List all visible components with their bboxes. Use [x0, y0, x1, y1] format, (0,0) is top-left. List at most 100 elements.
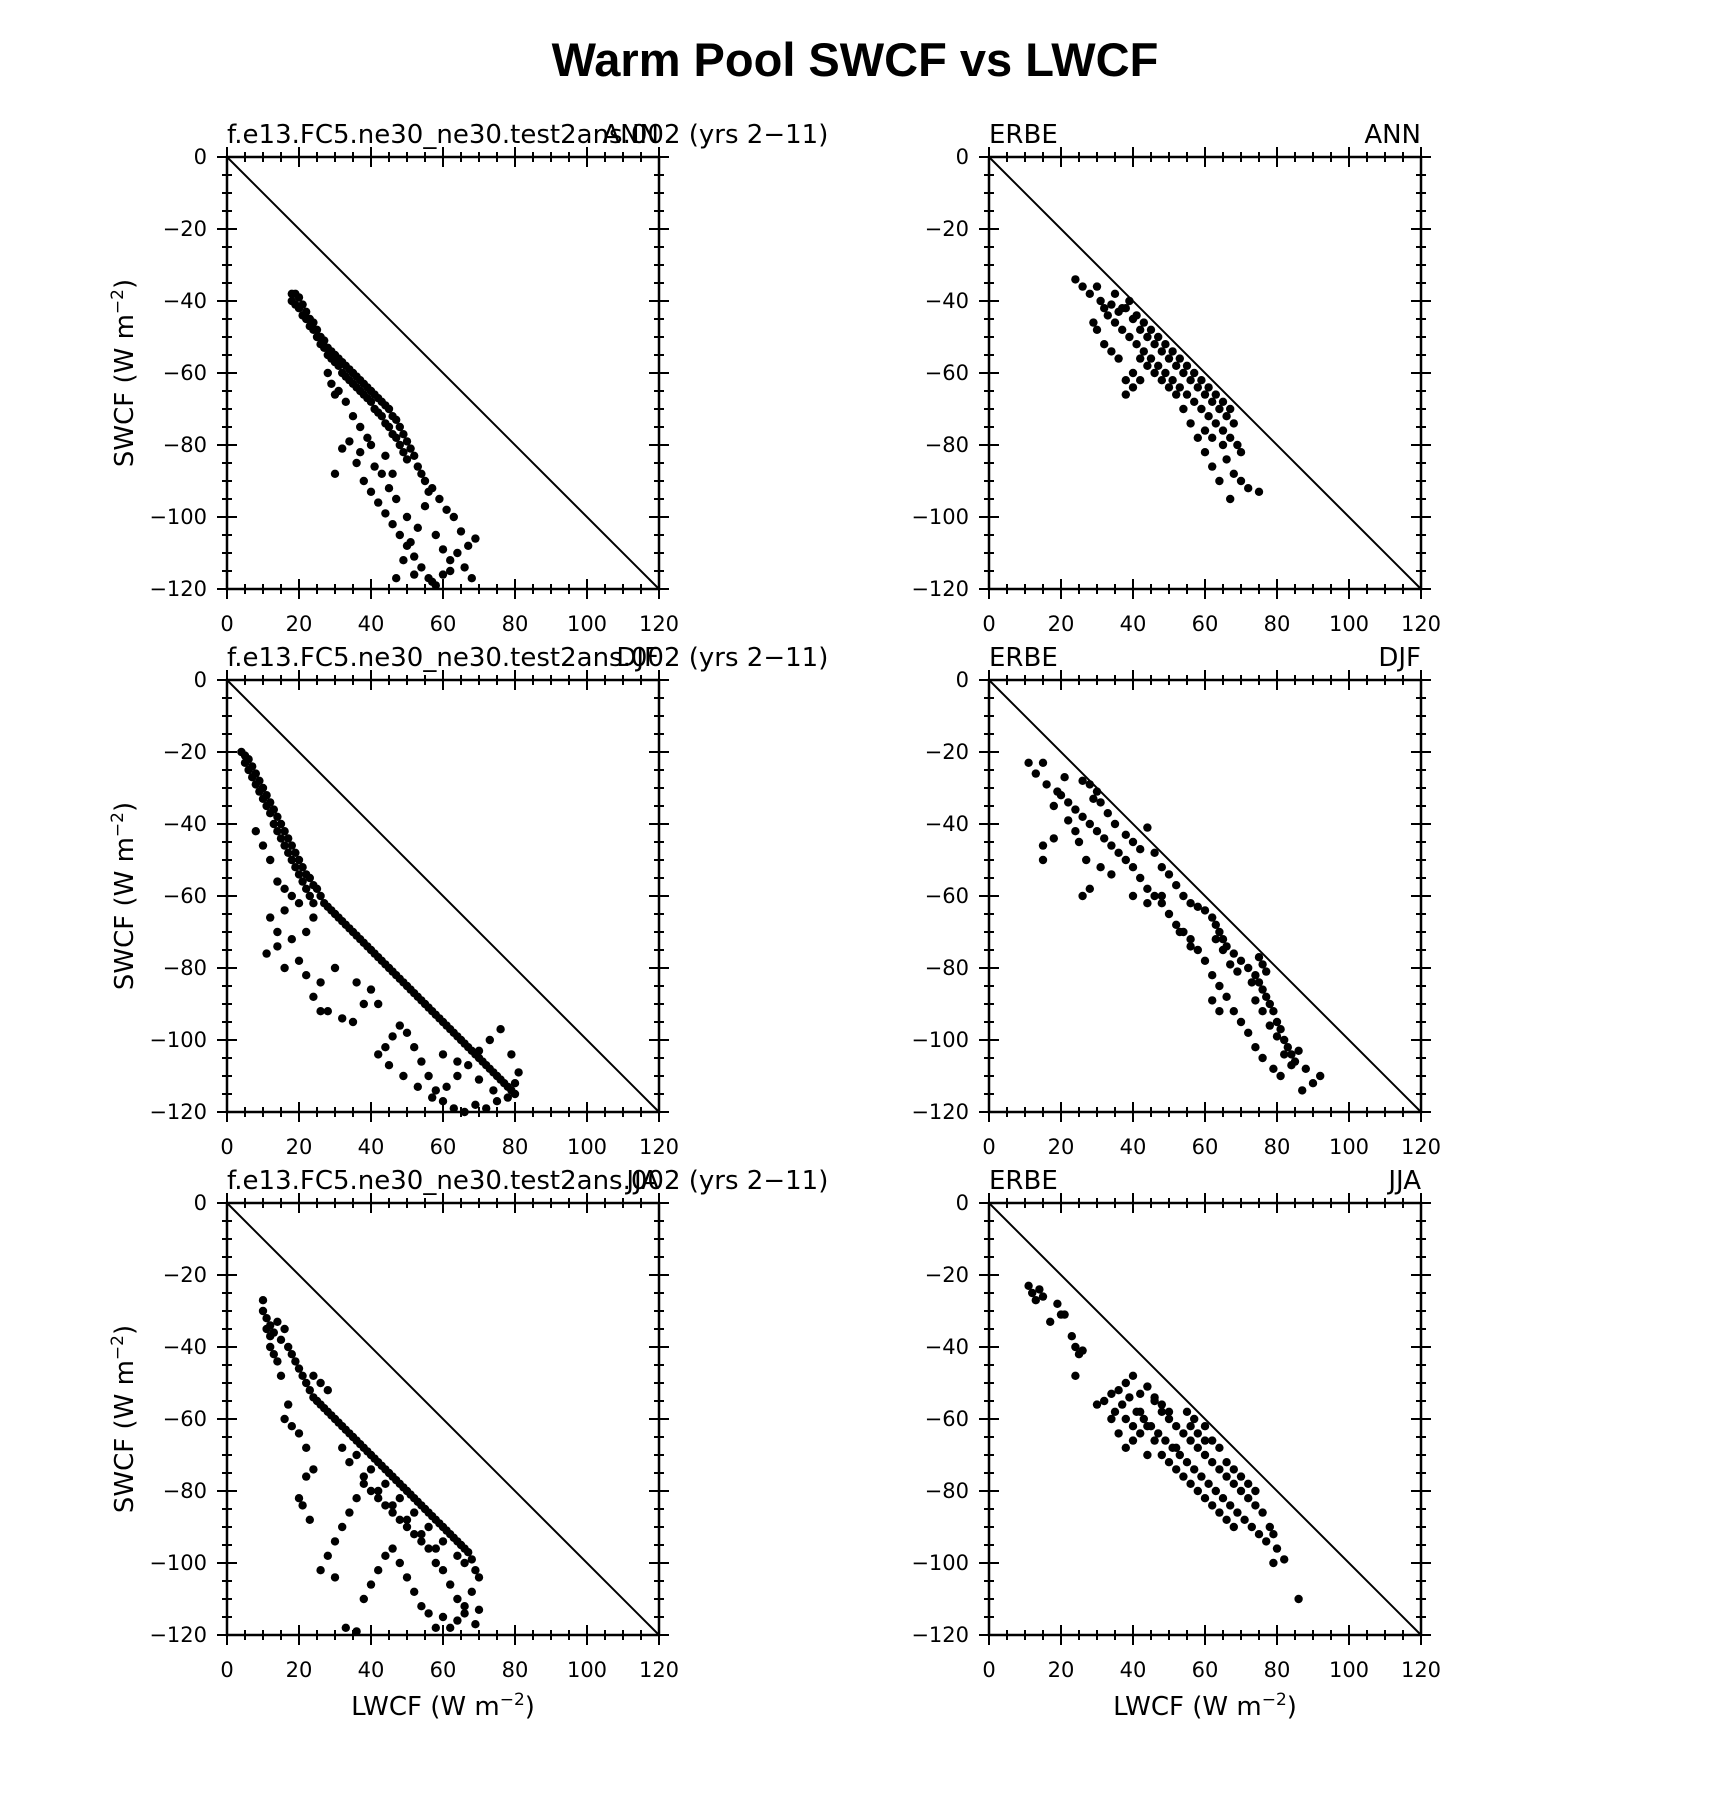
data-point [1046, 1317, 1055, 1327]
x-tick-label: 80 [1264, 1658, 1291, 1682]
data-point [1136, 873, 1145, 883]
x-tick-label: 40 [358, 612, 385, 636]
data-point [384, 484, 394, 493]
panel-left-label: f.e13.FC5.ne30_ne30.test2ans.002 (yrs 2−… [227, 120, 828, 150]
data-point [1200, 956, 1210, 965]
data-point [266, 855, 275, 865]
data-point [417, 1602, 426, 1611]
data-point [402, 1522, 412, 1532]
y-tick-label: −60 [163, 884, 207, 908]
data-point [374, 1494, 383, 1503]
data-point [1190, 397, 1199, 406]
data-point [298, 877, 307, 886]
data-point [1272, 1017, 1282, 1027]
data-point [1276, 1025, 1285, 1034]
data-point [298, 1371, 307, 1381]
data-point [1193, 383, 1203, 392]
data-point [1262, 992, 1271, 1001]
data-point [417, 1537, 426, 1546]
data-point [1269, 1064, 1278, 1074]
data-point [1150, 891, 1159, 901]
y-tick-label: −80 [163, 1479, 207, 1503]
data-point [309, 992, 318, 1001]
data-point [402, 437, 412, 446]
data-point [1175, 383, 1185, 392]
data-point [1215, 476, 1224, 486]
data-point [1035, 1285, 1044, 1294]
data-point [255, 776, 264, 785]
data-point [446, 1623, 455, 1633]
data-point [316, 891, 325, 901]
data-point [1096, 863, 1105, 872]
x-tick-label: 100 [567, 1135, 607, 1159]
data-point [402, 1515, 412, 1525]
data-point [1089, 318, 1098, 327]
data-point [1100, 1396, 1109, 1406]
data-point [280, 884, 289, 893]
data-point [1222, 412, 1231, 421]
data-point [1280, 1035, 1289, 1045]
data-point [1190, 368, 1199, 378]
data-point [280, 1414, 289, 1424]
data-point [453, 1071, 462, 1081]
data-point [1233, 1508, 1242, 1517]
data-point [1154, 332, 1163, 342]
data-point [1172, 1465, 1181, 1474]
data-point [366, 985, 376, 994]
data-point [1143, 823, 1152, 832]
data-point [1222, 992, 1231, 1001]
data-point [1107, 347, 1116, 356]
data-point [273, 927, 282, 937]
panel-right-label: JJA [1386, 1166, 1421, 1196]
x-tick-label: 100 [567, 1658, 607, 1682]
data-point [1067, 1332, 1077, 1341]
data-point [1143, 899, 1152, 908]
y-tick-label: −60 [925, 361, 969, 385]
data-point [323, 1007, 332, 1016]
data-point [399, 556, 408, 565]
data-point [1287, 1061, 1296, 1070]
x-tick-label: 0 [982, 612, 995, 636]
data-point [1128, 383, 1138, 392]
data-point [467, 574, 476, 583]
x-tick-label: 80 [502, 612, 529, 636]
data-point [402, 455, 412, 464]
data-point [266, 798, 275, 807]
data-point [1161, 368, 1170, 378]
data-point [492, 1097, 502, 1106]
data-point [1164, 1414, 1174, 1424]
data-point [309, 899, 318, 908]
data-point [1186, 899, 1195, 908]
data-point [453, 1616, 462, 1625]
data-point [1128, 1422, 1138, 1431]
data-point [485, 1035, 494, 1045]
data-point [1244, 484, 1253, 493]
y-tick-label: −80 [925, 433, 969, 457]
data-point [1107, 300, 1116, 309]
data-point [388, 1501, 397, 1510]
data-point [417, 1057, 426, 1066]
data-point [1143, 1382, 1152, 1391]
data-point [1092, 325, 1102, 334]
data-point [460, 1558, 469, 1568]
panel-right-label: ANN [602, 120, 659, 150]
y-tick-label: −60 [925, 1407, 969, 1431]
data-point [1110, 819, 1120, 829]
data-point [305, 1515, 314, 1525]
data-point [1186, 1479, 1195, 1489]
data-point [348, 412, 358, 421]
data-point [1193, 902, 1203, 911]
data-point [1074, 837, 1084, 847]
data-point [1175, 1450, 1185, 1460]
data-point [312, 884, 322, 893]
data-point [294, 1494, 304, 1503]
data-point [294, 899, 304, 908]
data-point [273, 1357, 282, 1366]
data-point [420, 476, 430, 486]
data-point [1128, 1371, 1138, 1381]
data-point [280, 906, 289, 915]
data-point [1078, 282, 1087, 291]
x-tick-label: 60 [1192, 612, 1219, 636]
data-point [1229, 1522, 1239, 1532]
data-point [374, 1486, 383, 1496]
